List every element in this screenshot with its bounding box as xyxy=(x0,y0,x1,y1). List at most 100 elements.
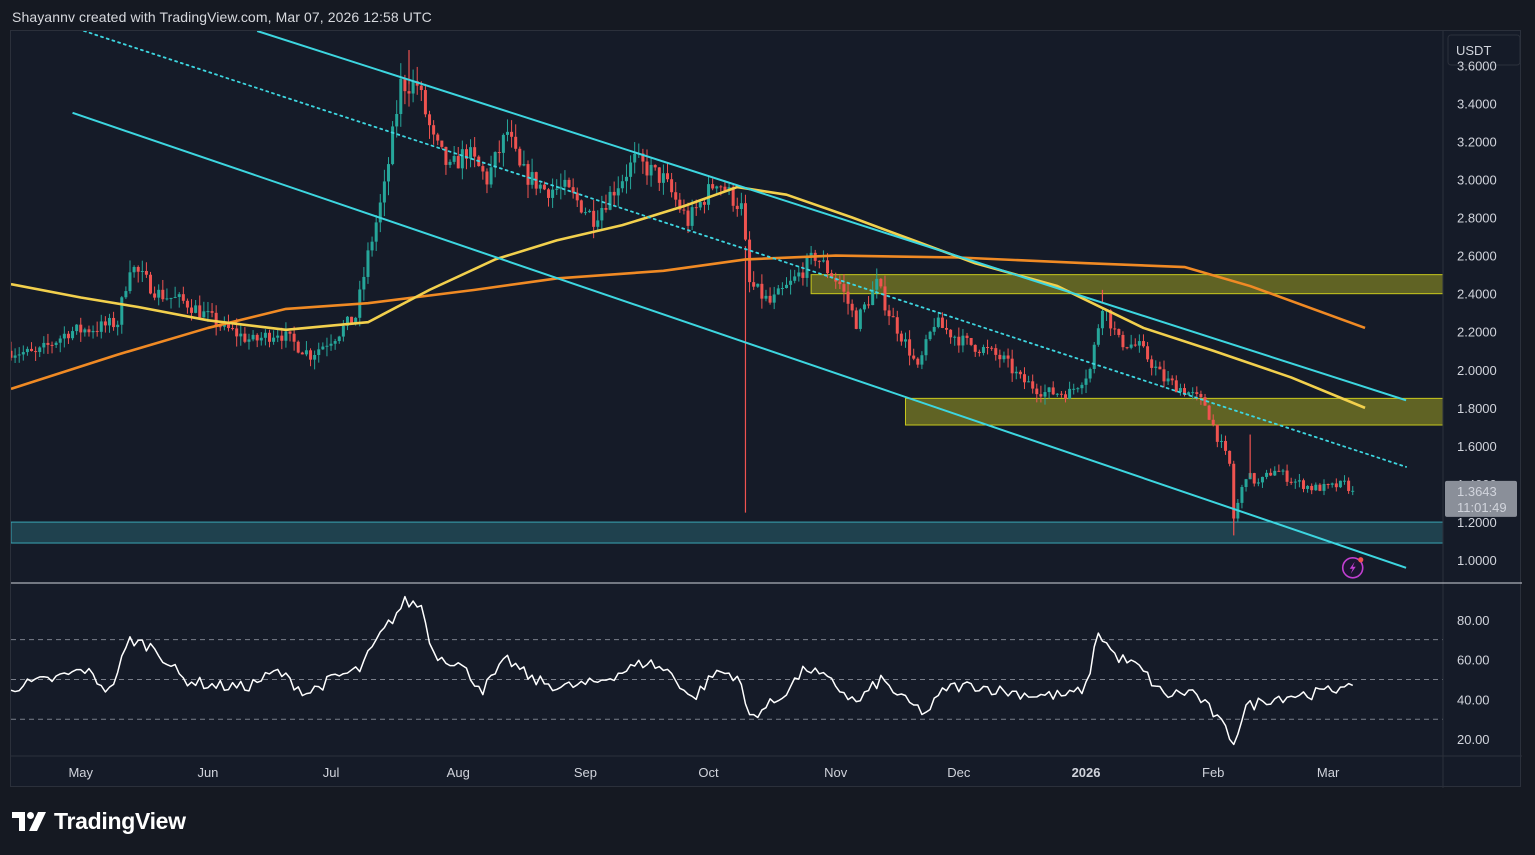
candle-body xyxy=(776,288,780,295)
channel-line-solid-1[interactable] xyxy=(72,111,1407,569)
candle-body xyxy=(883,286,887,311)
tradingview-logo[interactable]: TradingView xyxy=(12,806,186,836)
candle-body xyxy=(206,311,210,313)
zone-yellow-1 xyxy=(904,397,1444,426)
candle-body xyxy=(329,343,333,346)
candle-body xyxy=(411,81,415,94)
candle-body xyxy=(214,312,218,327)
candle-body xyxy=(867,304,871,306)
candle-body xyxy=(309,350,313,360)
time-tick-label: Mar xyxy=(1317,765,1340,780)
candle-body xyxy=(1088,369,1092,379)
candle-body xyxy=(1252,473,1256,484)
candle-body xyxy=(756,283,760,287)
candle-body xyxy=(957,336,961,346)
candle-body xyxy=(350,316,354,324)
candle-body xyxy=(153,293,157,298)
currency-box[interactable] xyxy=(1447,34,1521,66)
candle-body xyxy=(764,295,768,299)
channel-line-solid-0[interactable] xyxy=(256,31,1407,402)
candle-body xyxy=(891,316,895,318)
candle-body xyxy=(571,187,575,193)
candle-body xyxy=(313,355,317,360)
candle-body xyxy=(1129,344,1133,348)
candle-body xyxy=(1154,366,1158,368)
candle-body xyxy=(1183,388,1187,395)
rsi-tick-label: 60.00 xyxy=(1457,653,1490,668)
candle-body xyxy=(830,273,834,278)
time-tick-label: Jun xyxy=(197,765,218,780)
candle-body xyxy=(136,266,140,272)
candle-body xyxy=(801,272,805,278)
candle-body xyxy=(981,347,985,353)
last-price-badge[interactable] xyxy=(1445,480,1517,517)
candle-body xyxy=(1064,394,1068,399)
candle-body xyxy=(239,333,243,337)
candle-body xyxy=(71,331,75,339)
candle-body xyxy=(337,336,341,342)
candle-body xyxy=(226,322,230,329)
candle-body xyxy=(17,354,21,356)
candle-body xyxy=(526,164,530,185)
candle-body xyxy=(1018,371,1022,375)
time-tick-label: 2026 xyxy=(1072,765,1101,780)
candle-body xyxy=(608,191,612,210)
rsi-tick-label: 80.00 xyxy=(1457,613,1490,628)
candle-body xyxy=(202,311,206,318)
candle-body xyxy=(986,347,990,349)
time-tick-label: May xyxy=(68,765,93,780)
candle-body xyxy=(436,134,440,141)
candle-body xyxy=(181,294,185,301)
candle-body xyxy=(247,339,251,342)
candle-body xyxy=(1051,387,1055,395)
candle-body xyxy=(505,131,509,135)
candle-body xyxy=(752,282,756,287)
moving-averages-layer xyxy=(11,185,1366,410)
candle-body xyxy=(1285,470,1289,482)
candle-body xyxy=(645,161,649,176)
time-tick-label: Nov xyxy=(824,765,848,780)
candle-body xyxy=(772,294,776,303)
candle-body xyxy=(1076,388,1080,390)
candle-body xyxy=(842,284,846,292)
candle-body xyxy=(428,114,432,126)
candle-body xyxy=(846,291,850,304)
candle-body xyxy=(702,202,706,205)
candle-body xyxy=(912,355,916,359)
candle-body xyxy=(1092,344,1096,370)
candle-body xyxy=(920,355,924,365)
candle-body xyxy=(177,294,181,297)
candle-body xyxy=(251,334,255,340)
candle-body xyxy=(596,220,600,227)
candle-body xyxy=(140,270,144,272)
candle-body xyxy=(1310,485,1314,491)
chart-panel[interactable]: USDT 3.6000 3.4000 3.2000 3.0000 2.8000 2.600… xyxy=(10,30,1522,788)
candle-body xyxy=(1191,392,1195,394)
candle-body xyxy=(366,250,370,277)
candle-body xyxy=(493,152,497,168)
candle-body xyxy=(678,199,682,210)
rsi-tick-label: 40.00 xyxy=(1457,692,1490,707)
price-tick-label: 2.6000 xyxy=(1457,249,1497,264)
candle-body xyxy=(949,329,953,338)
candle-body xyxy=(1297,480,1301,482)
candle-body xyxy=(99,321,103,332)
channel-line-dotted-2[interactable] xyxy=(73,31,1407,468)
candle-body xyxy=(633,153,637,163)
candle-body xyxy=(694,207,698,209)
candle-body xyxy=(1035,388,1039,395)
candle-body xyxy=(497,152,501,154)
candle-body xyxy=(1281,470,1285,472)
candle-body xyxy=(1334,483,1338,488)
candle-body xyxy=(42,342,46,348)
candle-body xyxy=(661,173,665,183)
alert-bolt-glyph xyxy=(1349,561,1356,574)
candle-body xyxy=(924,339,928,356)
candle-body xyxy=(670,179,674,193)
candle-body xyxy=(879,278,883,287)
candle-body xyxy=(432,125,436,135)
price-chart-svg[interactable]: USDT 3.6000 3.4000 3.2000 3.0000 2.8000 2.600… xyxy=(11,31,1522,788)
candle-body xyxy=(797,272,801,277)
candle-body xyxy=(1100,310,1104,329)
candle-body xyxy=(13,355,17,358)
